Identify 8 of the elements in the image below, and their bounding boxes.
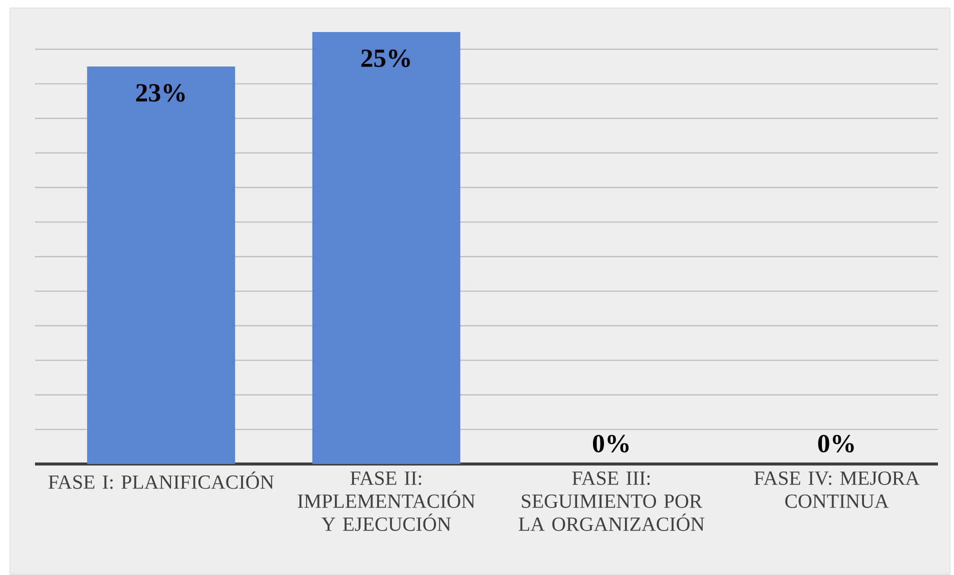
- data-label: 0%: [818, 434, 854, 452]
- data-label: 23%: [136, 84, 185, 102]
- x-tick-label: FASE II: IMPLEMENTACIÓN Y EJECUCIÓN: [298, 471, 476, 531]
- x-tick-label: FASE I: PLANIFICACIÓN: [48, 472, 274, 489]
- data-label: 0%: [592, 434, 629, 452]
- data-label: 25%: [361, 50, 410, 68]
- x-tick-label: FASE IV: MEJORA CONTINUA: [754, 471, 920, 508]
- x-tick-label: FASE III: SEGUIMIENTO POR LA ORGANIZACIÓN: [518, 471, 704, 531]
